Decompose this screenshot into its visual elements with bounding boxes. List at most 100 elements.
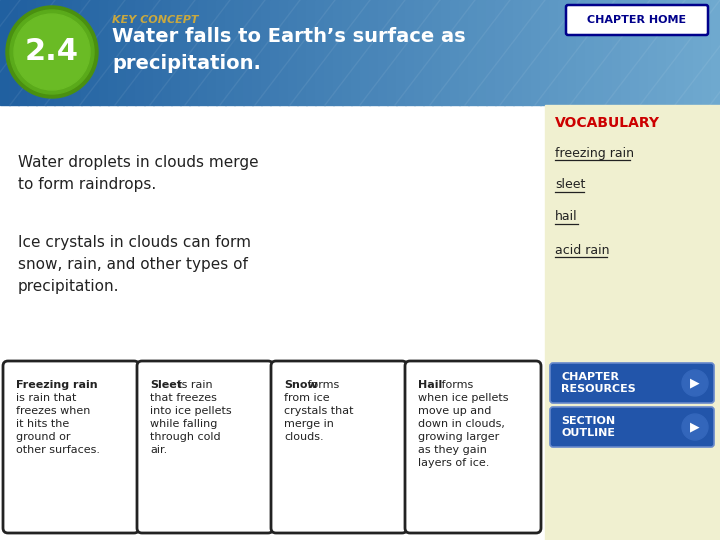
Text: ▶: ▶ bbox=[690, 421, 700, 434]
Bar bbox=[576, 0, 586, 105]
Bar bbox=[545, 105, 720, 540]
Bar bbox=[180, 0, 190, 105]
Bar bbox=[594, 0, 604, 105]
Circle shape bbox=[6, 6, 98, 98]
Bar bbox=[54, 0, 64, 105]
Text: VOCABULARY: VOCABULARY bbox=[555, 116, 660, 130]
Bar bbox=[567, 0, 577, 105]
Bar bbox=[144, 0, 154, 105]
Bar bbox=[216, 0, 226, 105]
Bar bbox=[405, 0, 415, 105]
Bar bbox=[207, 0, 217, 105]
Bar bbox=[225, 0, 235, 105]
Bar bbox=[36, 0, 46, 105]
Text: from ice: from ice bbox=[284, 393, 330, 403]
Text: move up and: move up and bbox=[418, 406, 491, 416]
Bar bbox=[279, 0, 289, 105]
Bar bbox=[450, 0, 460, 105]
Bar bbox=[504, 0, 514, 105]
Bar bbox=[288, 0, 298, 105]
FancyBboxPatch shape bbox=[405, 361, 541, 533]
Bar bbox=[639, 0, 649, 105]
Bar bbox=[72, 0, 82, 105]
Bar bbox=[27, 0, 37, 105]
Text: layers of ice.: layers of ice. bbox=[418, 458, 490, 468]
Bar bbox=[477, 0, 487, 105]
Bar bbox=[675, 0, 685, 105]
Bar bbox=[324, 0, 334, 105]
Bar bbox=[441, 0, 451, 105]
Text: forms: forms bbox=[304, 380, 339, 390]
Bar bbox=[387, 0, 397, 105]
Bar bbox=[378, 0, 388, 105]
Bar bbox=[243, 0, 253, 105]
Bar bbox=[135, 0, 145, 105]
Text: as they gain: as they gain bbox=[418, 445, 487, 455]
Text: forms: forms bbox=[438, 380, 473, 390]
Circle shape bbox=[10, 10, 94, 94]
Bar bbox=[630, 0, 640, 105]
Bar bbox=[18, 0, 28, 105]
Text: sleet: sleet bbox=[555, 179, 585, 192]
Bar bbox=[0, 0, 10, 105]
Bar bbox=[558, 0, 568, 105]
Bar bbox=[468, 0, 478, 105]
FancyBboxPatch shape bbox=[3, 361, 139, 533]
Text: Snow: Snow bbox=[284, 380, 318, 390]
Bar bbox=[99, 0, 109, 105]
Text: acid rain: acid rain bbox=[555, 244, 610, 256]
Text: clouds.: clouds. bbox=[284, 432, 323, 442]
Text: that freezes: that freezes bbox=[150, 393, 217, 403]
Text: Hail: Hail bbox=[418, 380, 442, 390]
Bar bbox=[45, 0, 55, 105]
Bar bbox=[531, 0, 541, 105]
Text: is rain that: is rain that bbox=[16, 393, 76, 403]
Bar bbox=[351, 0, 361, 105]
Text: Water droplets in clouds merge
to form raindrops.: Water droplets in clouds merge to form r… bbox=[18, 155, 258, 192]
Bar bbox=[495, 0, 505, 105]
Text: ground or: ground or bbox=[16, 432, 71, 442]
Bar bbox=[666, 0, 676, 105]
FancyBboxPatch shape bbox=[566, 5, 708, 35]
Bar bbox=[702, 0, 712, 105]
Bar bbox=[522, 0, 532, 105]
Text: is rain: is rain bbox=[175, 380, 212, 390]
Text: Freezing rain: Freezing rain bbox=[16, 380, 98, 390]
Text: CHAPTER
RESOURCES: CHAPTER RESOURCES bbox=[561, 372, 636, 394]
Bar bbox=[297, 0, 307, 105]
Bar bbox=[261, 0, 271, 105]
Text: Water falls to Earth’s surface as
precipitation.: Water falls to Earth’s surface as precip… bbox=[112, 27, 466, 73]
Text: when ice pellets: when ice pellets bbox=[418, 393, 508, 403]
Bar bbox=[423, 0, 433, 105]
Bar bbox=[540, 0, 550, 105]
Text: Ice crystals in clouds can form
snow, rain, and other types of
precipitation.: Ice crystals in clouds can form snow, ra… bbox=[18, 235, 251, 294]
Bar bbox=[189, 0, 199, 105]
Bar bbox=[108, 0, 118, 105]
Bar bbox=[126, 0, 136, 105]
Text: merge in: merge in bbox=[284, 419, 334, 429]
Bar bbox=[486, 0, 496, 105]
Circle shape bbox=[682, 414, 708, 440]
Text: air.: air. bbox=[150, 445, 167, 455]
Text: KEY CONCEPT: KEY CONCEPT bbox=[112, 15, 199, 25]
Bar bbox=[171, 0, 181, 105]
Bar bbox=[585, 0, 595, 105]
Bar bbox=[252, 0, 262, 105]
Bar bbox=[612, 0, 622, 105]
Bar bbox=[9, 0, 19, 105]
Text: growing larger: growing larger bbox=[418, 432, 499, 442]
Bar bbox=[117, 0, 127, 105]
Bar bbox=[198, 0, 208, 105]
FancyBboxPatch shape bbox=[137, 361, 273, 533]
Text: into ice pellets: into ice pellets bbox=[150, 406, 232, 416]
Bar bbox=[648, 0, 658, 105]
Bar bbox=[396, 0, 406, 105]
Text: hail: hail bbox=[555, 211, 577, 224]
FancyBboxPatch shape bbox=[550, 363, 714, 403]
Bar bbox=[333, 0, 343, 105]
Bar bbox=[414, 0, 424, 105]
Bar bbox=[369, 0, 379, 105]
Circle shape bbox=[14, 14, 90, 90]
Text: down in clouds,: down in clouds, bbox=[418, 419, 505, 429]
Bar bbox=[81, 0, 91, 105]
